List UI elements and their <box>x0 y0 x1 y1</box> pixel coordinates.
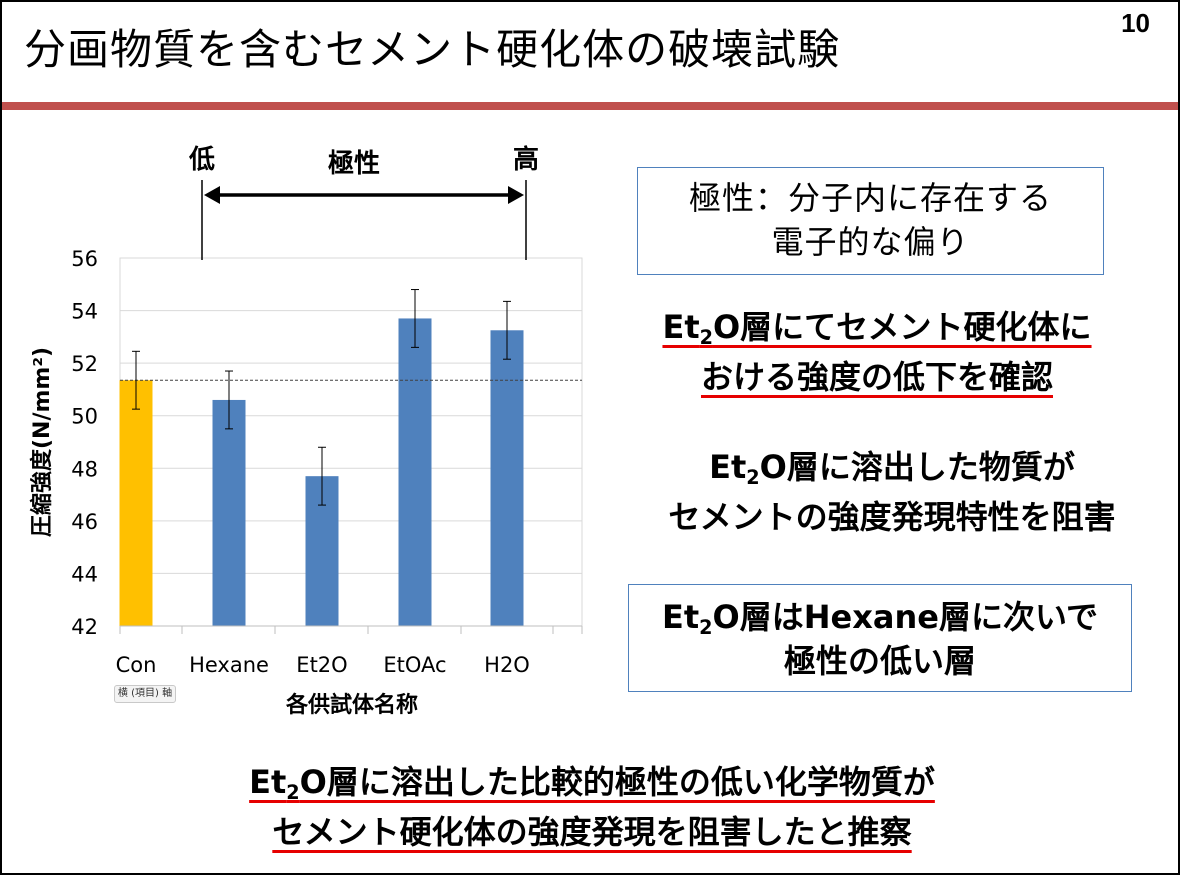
bar-h2o <box>490 330 524 626</box>
x-tick-label-2: Et2O <box>296 653 347 677</box>
bar-hexane <box>212 399 246 626</box>
polarity-label: 極性 <box>328 149 380 179</box>
y-tick-labels: 42 44 46 48 50 52 54 56 <box>71 247 98 639</box>
finding3-line2: 極性の低い層 <box>783 642 976 680</box>
polarity-low-label: 低 <box>188 145 215 175</box>
slide-title: 分画物質を含むセメント硬化体の破壊試験 <box>24 25 841 74</box>
finding2-line1: O層に溶出した物質が <box>759 448 1075 486</box>
y-tick-label-56: 56 <box>71 247 98 271</box>
finding3-et: Et <box>662 598 700 636</box>
bar-etoac <box>398 318 432 626</box>
conclusion-line2: セメント硬化体の強度発現を阻害したと推察 <box>272 813 912 851</box>
polarity-arrow-right-head <box>508 186 524 204</box>
y-tick-label-44: 44 <box>71 562 98 586</box>
conclusion: Et2O層に溶出した比較的極性の低い化学物質が セメント硬化体の強度発現を阻害し… <box>122 757 1062 857</box>
finding1-line1: O層にてセメント硬化体に <box>712 308 1092 346</box>
polarity-high-label: 高 <box>513 144 539 175</box>
bar-con <box>119 380 153 626</box>
finding3-sub: 2 <box>699 616 713 639</box>
error-bars <box>132 289 511 506</box>
y-tick-label-52: 52 <box>71 352 98 376</box>
x-tick-label-1: Hexane <box>189 653 269 677</box>
finding1-et: Et <box>662 308 700 346</box>
title-rule <box>2 102 1178 110</box>
conclusion-et: Et <box>249 763 287 801</box>
definition-box: 極性：分子内に存在する 電子的な偏り <box>637 167 1104 275</box>
finding2-et: Et <box>709 448 747 486</box>
definition-line-1: 極性：分子内に存在する <box>688 179 1052 217</box>
finding2-sub: 2 <box>746 466 760 489</box>
y-tick-label-50: 50 <box>71 405 98 429</box>
bars <box>119 318 524 626</box>
conclusion-sub: 2 <box>286 781 300 804</box>
x-tick-labels: Con Hexane Et2O EtOAc H2O <box>116 653 530 677</box>
y-tick-label-54: 54 <box>71 300 98 324</box>
page-number: 10 <box>1121 8 1150 38</box>
polarity-arrow-left-head <box>204 186 220 204</box>
x-tick-label-4: H2O <box>484 653 530 677</box>
polarity-order-box: Et2O層はHexane層に次いで 極性の低い層 <box>628 584 1132 692</box>
finding1-sub: 2 <box>699 326 713 349</box>
x-axis-title: 各供試体名称 <box>285 692 418 718</box>
definition-line-2: 電子的な偏り <box>771 223 970 261</box>
conclusion-line1: O層に溶出した比較的極性の低い化学物質が <box>299 763 935 801</box>
y-tick-label-42: 42 <box>71 615 98 639</box>
y-tick-label-48: 48 <box>71 457 98 481</box>
finding2-line2: セメントの強度発現特性を阻害 <box>668 498 1116 536</box>
x-tick-label-0: Con <box>116 653 157 677</box>
finding-strength-drop: Et2O層にてセメント硬化体に おける強度の低下を確認 <box>602 302 1152 402</box>
axis-tooltip: 横 (項目) 軸 <box>114 685 176 703</box>
x-tick-label-3: EtOAc <box>383 653 446 677</box>
x-tick-marks <box>119 626 583 634</box>
y-tick-label-46: 46 <box>71 510 98 534</box>
y-axis-title: 圧縮強度(N/mm²) <box>29 347 55 537</box>
compressive-strength-chart: 42 44 46 48 50 52 54 56 Con Hexane Et2O EtOAc H2O 各… <box>29 144 583 718</box>
finding3-line1: O層はHexane層に次いで <box>712 598 1098 636</box>
finding1-line2: おける強度の低下を確認 <box>700 358 1053 396</box>
finding-inhibition: Et2O層に溶出した物質が セメントの強度発現特性を阻害 <box>602 442 1178 542</box>
